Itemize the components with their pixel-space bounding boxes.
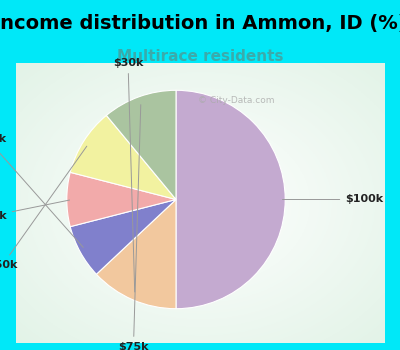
Wedge shape (70, 199, 176, 274)
Wedge shape (176, 90, 285, 309)
Wedge shape (96, 199, 176, 309)
Text: $75k: $75k (118, 105, 149, 350)
Wedge shape (67, 172, 176, 227)
Text: Multirace residents: Multirace residents (117, 49, 283, 64)
Text: $40k: $40k (0, 200, 70, 221)
Wedge shape (106, 90, 176, 199)
Text: Income distribution in Ammon, ID (%): Income distribution in Ammon, ID (%) (0, 14, 400, 33)
Text: $100k: $100k (282, 195, 383, 204)
Text: © City-Data.com: © City-Data.com (198, 96, 274, 105)
Text: $30k: $30k (113, 58, 143, 292)
Wedge shape (70, 116, 176, 199)
Text: $200k: $200k (0, 134, 83, 247)
Text: $50k: $50k (0, 146, 87, 270)
